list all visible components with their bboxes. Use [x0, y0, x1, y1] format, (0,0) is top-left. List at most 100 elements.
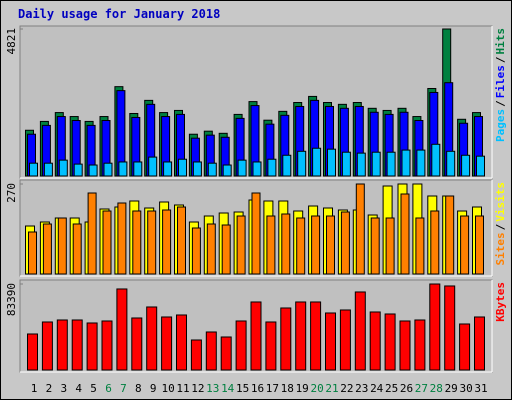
bar — [116, 288, 128, 371]
bar — [415, 217, 425, 275]
legend: Pages/Files/Hits — [494, 28, 507, 142]
bar — [222, 164, 232, 177]
x-tick-label: 24 — [370, 382, 384, 395]
bar — [296, 217, 306, 275]
bar — [190, 339, 202, 371]
bar — [311, 215, 321, 275]
legend: Sites /Visits — [494, 182, 507, 266]
x-tick-label: 10 — [161, 382, 174, 395]
legend-entry: Hits — [494, 28, 507, 55]
bar — [370, 217, 380, 275]
bar — [133, 161, 143, 177]
bar — [431, 143, 441, 177]
x-tick-label: 17 — [266, 382, 279, 395]
bar — [386, 151, 396, 177]
bar — [88, 164, 98, 177]
bar — [191, 227, 201, 275]
x-tick-label: 31 — [474, 382, 487, 395]
bar — [205, 331, 217, 371]
bar — [476, 155, 485, 177]
bar — [356, 152, 366, 177]
bar — [475, 215, 484, 275]
bar — [148, 156, 158, 177]
x-tick-label: 9 — [150, 382, 157, 395]
bar — [178, 158, 187, 177]
legend-separator: / — [494, 100, 507, 107]
bar — [401, 149, 411, 177]
bar — [474, 316, 485, 371]
bar — [266, 215, 276, 275]
bar — [220, 336, 232, 371]
bar — [72, 223, 82, 275]
x-tick-label: 1 — [31, 382, 38, 395]
bar — [460, 215, 470, 275]
bar — [445, 195, 455, 275]
bar — [235, 320, 247, 371]
bar — [371, 151, 381, 177]
bar — [399, 320, 411, 371]
bar — [146, 306, 158, 371]
legend-entry: Files — [494, 65, 507, 98]
bar — [340, 211, 350, 275]
bar — [354, 291, 366, 371]
bar — [28, 231, 37, 275]
x-tick-label: 11 — [176, 382, 189, 395]
x-tick-label: 18 — [281, 382, 294, 395]
bar — [58, 159, 68, 177]
x-tick-label: 14 — [221, 382, 235, 395]
bar — [297, 150, 307, 177]
x-tick-label: 19 — [296, 382, 309, 395]
legend-separator: / — [494, 223, 507, 230]
bar — [57, 217, 67, 275]
bar — [416, 149, 426, 177]
bar — [400, 193, 410, 275]
bar — [384, 313, 396, 371]
bar — [163, 161, 173, 177]
bar — [103, 162, 113, 177]
chart-title: Daily usage for January 2018 — [18, 7, 220, 21]
bar — [250, 301, 262, 371]
x-tick-label: 5 — [90, 382, 97, 395]
bar — [27, 333, 38, 371]
bar — [312, 147, 322, 177]
x-tick-label: 7 — [120, 382, 127, 395]
bar — [147, 210, 157, 275]
legend-separator: / — [494, 56, 507, 63]
x-tick-label: 29 — [445, 382, 458, 395]
bar — [86, 322, 98, 371]
bar — [237, 159, 247, 177]
bar — [265, 321, 277, 371]
x-tick-label: 30 — [459, 382, 472, 395]
bar — [326, 215, 335, 275]
bar — [192, 161, 202, 177]
bar — [161, 316, 173, 371]
bar — [102, 210, 112, 275]
x-tick-label: 6 — [105, 382, 112, 395]
bar — [369, 311, 381, 371]
bar — [176, 314, 187, 371]
x-tick-label: 3 — [60, 382, 67, 395]
bar — [280, 307, 292, 371]
legend-entry: Sites — [494, 232, 507, 265]
bar — [325, 312, 336, 371]
bar — [118, 161, 128, 177]
bar — [444, 285, 456, 371]
y-tick-label: 4821 — [5, 28, 18, 55]
bar — [414, 319, 426, 371]
legend-entry: Pages — [494, 109, 507, 142]
bar — [87, 192, 97, 275]
bar — [341, 151, 351, 177]
bar — [29, 162, 38, 177]
legend-entry: KBytes — [494, 282, 507, 322]
bar — [206, 223, 216, 275]
bar — [267, 158, 277, 177]
legend: KBytes — [494, 282, 507, 322]
bar — [339, 309, 351, 371]
bar — [177, 206, 186, 275]
bar — [461, 154, 471, 177]
x-tick-label: 27 — [415, 382, 428, 395]
x-tick-label: 2 — [46, 382, 53, 395]
x-tick-label: 28 — [430, 382, 443, 395]
bar — [207, 162, 217, 177]
